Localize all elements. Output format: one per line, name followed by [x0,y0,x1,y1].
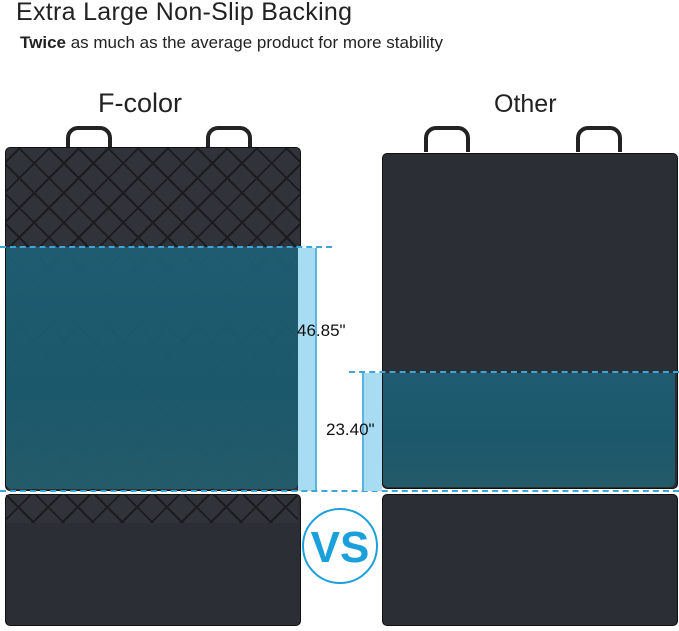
left-label: F-color [98,88,183,118]
subheading-bold: Twice [20,33,66,52]
handle-icon [424,126,470,152]
left-measurement: 46.85" [297,321,346,340]
left-measure-line [315,248,317,491]
right-measure-line [362,373,364,491]
heading: Extra Large Non-Slip Backing [16,0,353,26]
right-top-dash [349,371,679,373]
subheading: Twice as much as the average product for… [20,33,443,53]
left-measure-band [298,248,316,491]
vs-badge: VS [302,508,378,584]
handle-icon [206,126,252,152]
right-measurement: 23.40" [326,420,375,439]
bottom-dash [0,490,679,492]
f-color-flap-quilt [6,495,298,523]
handle-icon [576,126,622,152]
other-bottom-flap [382,494,678,626]
other-nonslip-area [383,373,675,487]
right-measure-band [363,373,382,491]
subheading-rest: as much as the average product for more … [65,33,443,52]
left-top-dash [0,246,332,248]
handle-icon [66,126,112,152]
right-label: Other [494,90,557,118]
f-color-nonslip-area [6,247,298,489]
